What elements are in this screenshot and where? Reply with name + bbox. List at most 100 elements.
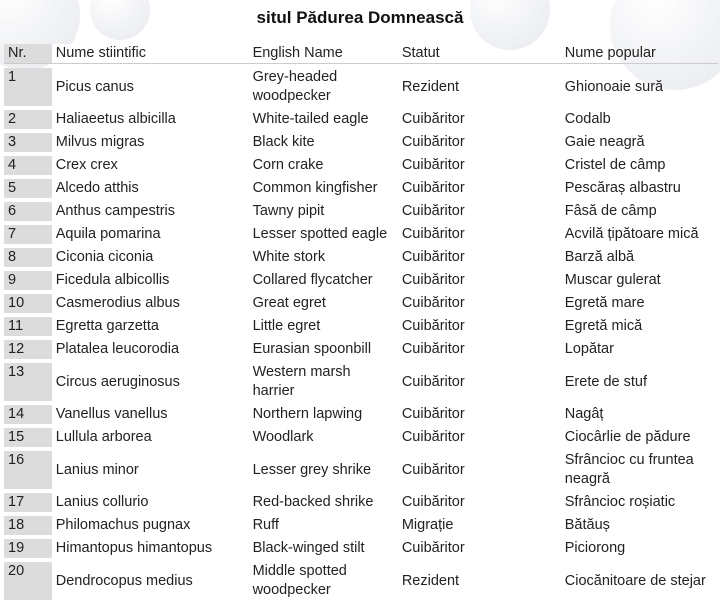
scientific-name: Ciconia ciconia [51, 248, 249, 267]
english-name: Ruff [252, 517, 279, 533]
status: Cuibăritor [401, 226, 465, 242]
header-status: Statut [397, 44, 561, 64]
english-name: Grey-headed woodpecker [252, 69, 338, 104]
english-name: Western marsh harrier [252, 364, 351, 399]
table-row: 12 Platalea leucorodia Eurasian spoonbill C… [4, 340, 718, 359]
row-number: 2 [4, 110, 52, 129]
status: Cuibăritor [401, 429, 465, 445]
english-name: Great egret [252, 295, 326, 311]
scientific-name: Lanius collurio [51, 493, 249, 512]
scientific-name: Egretta garzetta [51, 317, 249, 336]
popular-name: Egretă mică [564, 318, 643, 334]
scientific-name: Picus canus [51, 68, 249, 106]
header-english: English Name [248, 44, 398, 64]
scientific-name: Dendrocopus medius [51, 562, 249, 600]
table-header-row: Nr. Nume stiintific English Name Statut … [4, 44, 718, 64]
english-name: Collared flycatcher [252, 272, 373, 288]
english-name: Lesser grey shrike [252, 461, 372, 478]
scientific-name: Himantopus himantopus [51, 539, 249, 558]
table-row: 20 Dendrocopus medius Middle spotted woodp… [4, 562, 718, 600]
scientific-name: Lullula arborea [51, 428, 249, 447]
scientific-name: Vanellus vanellus [51, 405, 249, 424]
status: Cuibăritor [401, 134, 465, 150]
popular-name: Lopătar [564, 341, 614, 357]
row-number: 16 [4, 451, 52, 489]
popular-name: Gaie neagră [564, 134, 645, 150]
status: Cuibăritor [401, 249, 465, 265]
scientific-name: Platalea leucorodia [51, 340, 249, 359]
scientific-name: Circus aeruginosus [51, 363, 249, 401]
status: Cuibăritor [401, 406, 465, 422]
english-name: Northern lapwing [252, 406, 363, 422]
english-name: Lesser spotted eagle [252, 226, 388, 242]
popular-name: Fâsă de câmp [564, 203, 657, 219]
scientific-name: Haliaeetus albicilla [51, 110, 249, 129]
table-row: 16 Lanius minor Lesser grey shrike Cuibărit… [4, 451, 718, 489]
row-number: 6 [4, 202, 52, 221]
popular-name: Muscar gulerat [564, 272, 661, 288]
scientific-name: Alcedo atthis [51, 179, 249, 198]
table-row: 7 Aquila pomarina Lesser spotted eagle Cuib… [4, 225, 718, 244]
popular-name: Barză albă [564, 249, 635, 265]
row-number: 4 [4, 156, 52, 175]
popular-name: Sfrâncioc roșiatic [564, 494, 676, 510]
status: Migrație [401, 517, 454, 533]
popular-name: Cristel de câmp [564, 157, 666, 173]
scientific-name: Philomachus pugnax [51, 516, 249, 535]
table-row: 4 Crex crex Corn crake Cuibăritor Cristel de… [4, 156, 718, 175]
row-number: 10 [4, 294, 52, 313]
status: Cuibăritor [401, 157, 465, 173]
table-row: 17 Lanius collurio Red-backed shrike Cuibăr… [4, 493, 718, 512]
row-number: 8 [4, 248, 52, 267]
species-table-body: Nr. Nume stiintific English Name Statut … [4, 44, 718, 600]
table-row: 15 Lullula arborea Woodlark Cuibăritor Ciocâ… [4, 428, 718, 447]
english-name: Black-winged stilt [252, 540, 365, 556]
popular-name: Acvilă țipătoare mică [564, 226, 699, 242]
species-table: Nr. Nume stiintific English Name Statut … [4, 40, 718, 604]
table-row: 14 Vanellus vanellus Northern lapwing Cuibă… [4, 405, 718, 424]
english-name: Red-backed shrike [252, 494, 374, 510]
english-name: Tawny pipit [252, 203, 325, 219]
english-name: Eurasian spoonbill [252, 341, 372, 357]
english-name: Little egret [252, 318, 321, 334]
status: Cuibăritor [401, 295, 465, 311]
table-row: 8 Ciconia ciconia White stork Cuibăritor Bar… [4, 248, 718, 267]
table-row: 11 Egretta garzetta Little egret Cuibăritor… [4, 317, 718, 336]
status: Rezident [401, 78, 460, 95]
status: Cuibăritor [401, 341, 465, 357]
scientific-name: Anthus campestris [51, 202, 249, 221]
header-nr: Nr. [4, 44, 52, 64]
scientific-name: Aquila pomarina [51, 225, 249, 244]
popular-name: Bătăuș [564, 517, 610, 533]
row-number: 5 [4, 179, 52, 198]
row-number: 15 [4, 428, 52, 447]
english-name: Corn crake [252, 157, 324, 173]
table-row: 19 Himantopus himantopus Black-winged stil… [4, 539, 718, 558]
popular-name: Ciocănitoare de stejar [564, 572, 706, 589]
table-row: 9 Ficedula albicollis Collared flycatcher C… [4, 271, 718, 290]
status: Cuibăritor [401, 373, 465, 390]
popular-name: Erete de stuf [564, 373, 647, 390]
row-number: 12 [4, 340, 52, 359]
row-number: 11 [4, 317, 52, 336]
status: Cuibăritor [401, 461, 465, 478]
popular-name: Piciorong [564, 540, 626, 556]
row-number: 13 [4, 363, 52, 401]
row-number: 19 [4, 539, 52, 558]
table-row: 13 Circus aeruginosus Western marsh harrie… [4, 363, 718, 401]
status: Cuibăritor [401, 180, 465, 196]
scientific-name: Lanius minor [51, 451, 249, 489]
popular-name: Ciocârlie de pădure [564, 429, 691, 445]
table-row: 6 Anthus campestris Tawny pipit Cuibăritor F… [4, 202, 718, 221]
row-number: 14 [4, 405, 52, 424]
row-number: 7 [4, 225, 52, 244]
scientific-name: Crex crex [51, 156, 249, 175]
english-name: Woodlark [252, 429, 314, 445]
status: Cuibăritor [401, 111, 465, 127]
scientific-name: Ficedula albicollis [51, 271, 249, 290]
table-row: 2 Haliaeetus albicilla White-tailed eagle C… [4, 110, 718, 129]
popular-name: Nagâț [564, 406, 604, 422]
row-number: 1 [4, 68, 52, 106]
row-number: 17 [4, 493, 52, 512]
row-number: 9 [4, 271, 52, 290]
